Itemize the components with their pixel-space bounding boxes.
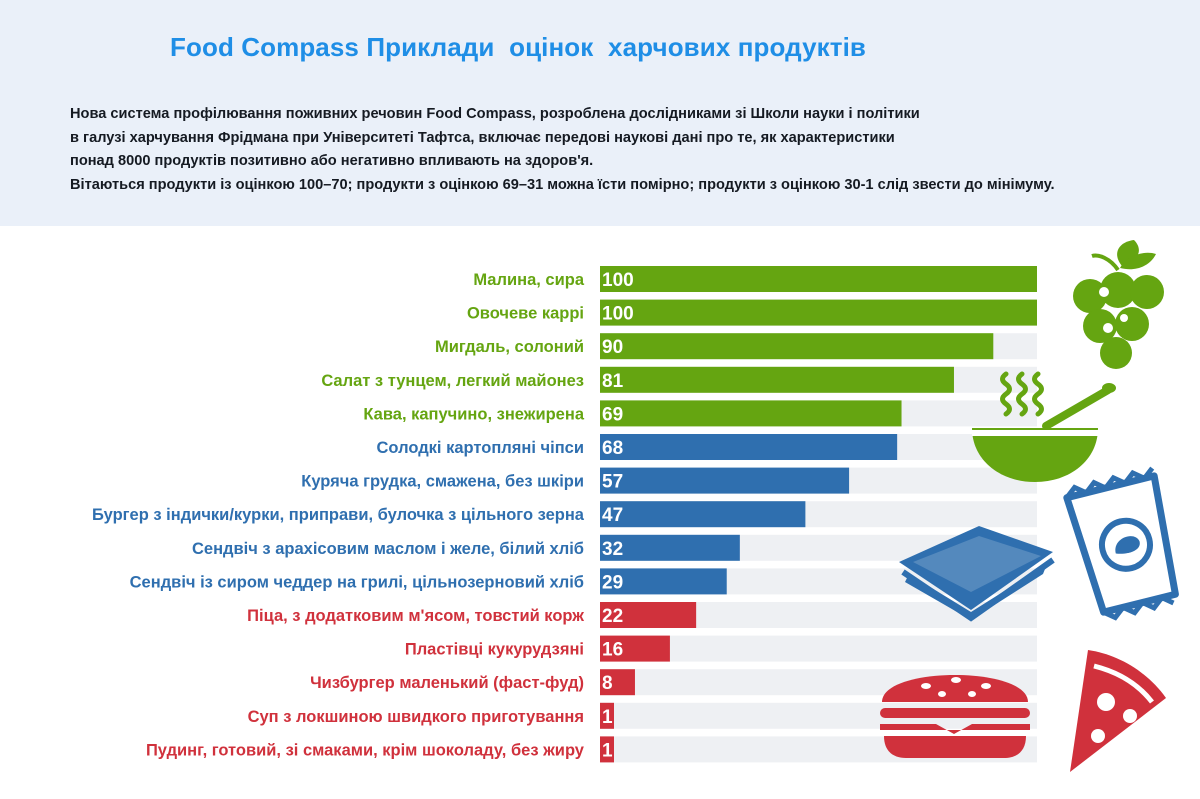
bar — [600, 602, 697, 628]
bar-value-label: 1 — [602, 740, 613, 761]
bar — [600, 333, 994, 360]
burger-icon — [880, 675, 1030, 758]
intro-line: понад 8000 продуктів позитивно або негат… — [70, 153, 594, 169]
sandwich-icon — [899, 526, 1055, 622]
bar — [600, 366, 954, 393]
intro-line: Нова система профілювання поживних речов… — [70, 106, 920, 122]
bar — [600, 568, 727, 595]
bar — [600, 400, 902, 427]
intro-line: Вітаються продукти із оцінкою 100–70; пр… — [70, 176, 1055, 193]
bar-track — [600, 635, 1037, 662]
bar-value-label: 68 — [602, 438, 623, 459]
bar-value-label: 1 — [602, 707, 613, 728]
bar-value-label: 47 — [602, 505, 623, 526]
pizza-slice-icon — [1070, 650, 1166, 772]
bar-value-label: 16 — [602, 640, 623, 661]
bar-value-label: 22 — [602, 606, 623, 627]
chips-bag-icon — [1063, 466, 1179, 621]
bar — [600, 467, 850, 494]
bar-value-label: 57 — [602, 472, 623, 493]
bar-value-label: 90 — [602, 337, 623, 358]
category-label: Овочеве каррі — [467, 305, 584, 323]
category-label: Пластівці кукурудзяні — [405, 641, 584, 659]
bar — [600, 736, 614, 763]
bar — [600, 299, 1037, 326]
category-label: Сендвіч з арахісовим маслом і желе, біли… — [192, 540, 584, 558]
bar — [600, 434, 898, 460]
bar — [600, 702, 614, 729]
category-label: Суп з локшиною швидкого приготування — [248, 708, 584, 726]
category-label: Солодкі картопляні чіпси — [376, 439, 584, 457]
bar — [600, 635, 670, 662]
bar-value-label: 8 — [602, 673, 613, 694]
category-label: Кава, капучино, знежирена — [363, 405, 584, 423]
bar-value-label: 81 — [602, 371, 624, 392]
category-label: Куряча грудка, смажена, без шкіри — [301, 473, 584, 491]
intro-text: Нова система профілювання поживних речов… — [70, 103, 1190, 197]
bar-value-label: 100 — [602, 304, 634, 325]
category-label: Пудинг, готовий, зі смаками, крім шокола… — [146, 741, 585, 759]
category-label: Салат з тунцем, легкий майонез — [321, 372, 584, 390]
page-title: Food Compass Приклади оцінок харчових пр… — [170, 32, 866, 62]
category-label: Чизбургер маленький (фаст-фуд) — [310, 674, 584, 692]
category-label: Бургер з індички/курки, приправи, булочк… — [92, 506, 585, 524]
grapes-icon — [1073, 240, 1164, 369]
bar — [600, 534, 740, 561]
intro-panel: Food Compass Приклади оцінок харчових пр… — [0, 0, 1200, 226]
bar-value-label: 29 — [602, 572, 623, 593]
intro-line: в галузі харчування Фрідмана при Універс… — [70, 129, 895, 146]
category-label: Піца, з додатковим м'ясом, товстий корж — [247, 607, 584, 625]
soup-bowl-icon — [972, 371, 1116, 482]
bar — [600, 266, 1037, 292]
bar-value-label: 32 — [602, 539, 623, 560]
bar-value-label: 69 — [602, 404, 623, 425]
bar — [600, 669, 635, 696]
category-label: Мигдаль, солоний — [435, 338, 584, 356]
category-label: Малина, сира — [473, 271, 584, 289]
category-label: Сендвіч із сиром чеддер на грилі, цільно… — [130, 573, 584, 591]
bar-value-label: 100 — [602, 270, 634, 291]
bar — [600, 501, 806, 528]
